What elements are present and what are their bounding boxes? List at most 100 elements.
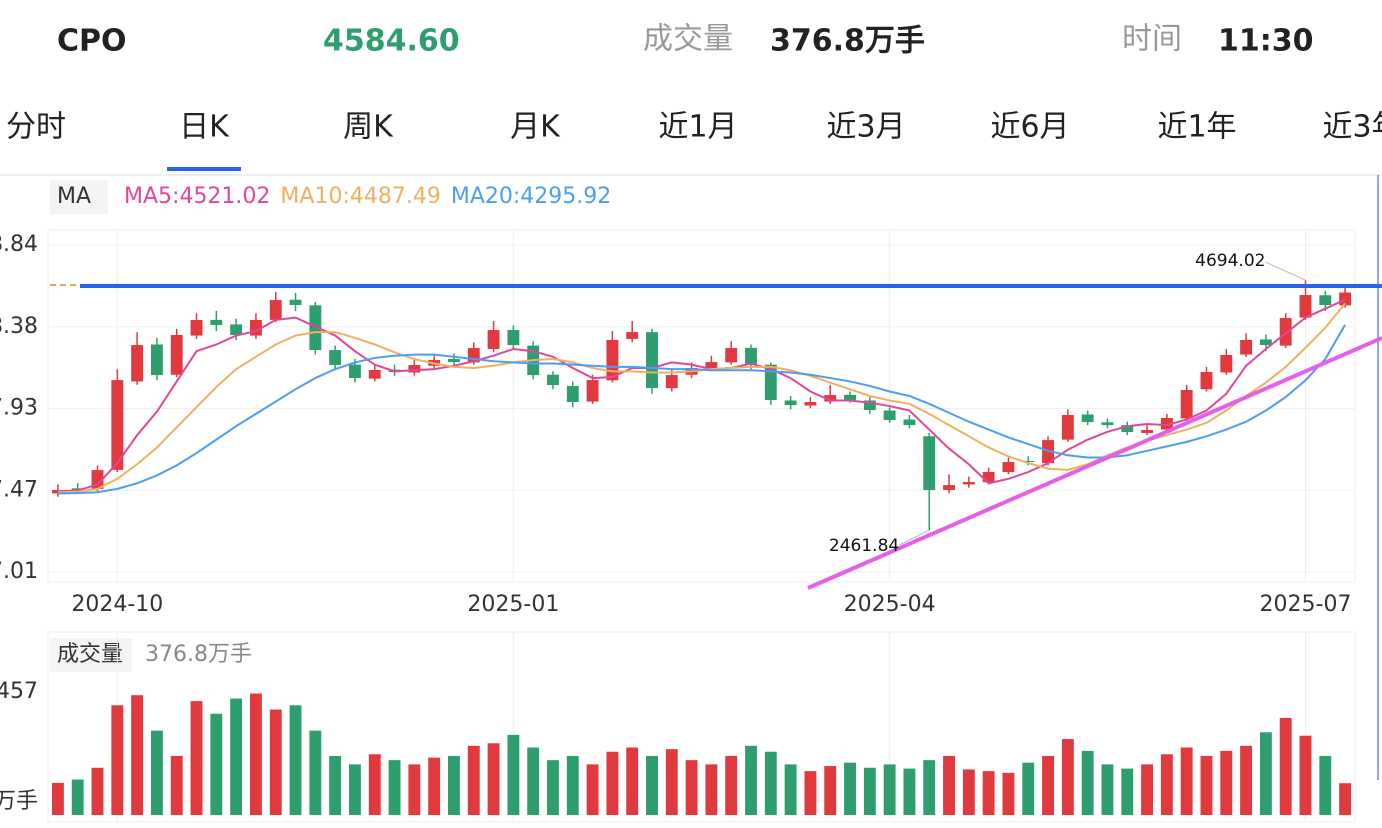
candle-body <box>1101 422 1114 426</box>
volume-bar <box>626 747 639 815</box>
tab[interactable]: 近1月 <box>658 110 737 145</box>
tab[interactable]: 周K <box>343 110 394 145</box>
volume-bar <box>1299 735 1312 815</box>
volume-bar <box>903 768 916 815</box>
candle-body <box>784 400 797 406</box>
volume-bar <box>329 755 342 815</box>
volume-bar <box>527 747 540 815</box>
volume-bar <box>705 764 718 815</box>
candle-body <box>982 471 995 483</box>
legend-title: MA <box>57 184 91 209</box>
candle-body <box>408 364 421 373</box>
volume-tick-label: 1457 <box>0 679 38 704</box>
tab[interactable]: 日K <box>179 110 230 145</box>
legend-box <box>50 180 108 214</box>
volume-bar <box>408 764 421 815</box>
volume-bar <box>1279 717 1292 815</box>
x-tick-label: 2025-04 <box>844 592 936 617</box>
volume-bar <box>863 767 876 815</box>
candle-body <box>824 395 837 402</box>
volume-bar <box>1022 762 1035 815</box>
volume-bar <box>1141 764 1154 815</box>
candle-body <box>131 345 144 382</box>
y-tick-label: 2087.01 <box>0 559 38 584</box>
volume-bar <box>1240 745 1253 815</box>
ma-line <box>57 324 1346 495</box>
volume-bar <box>1180 747 1193 815</box>
trend-line <box>807 336 1382 590</box>
tab[interactable]: 近1年 <box>1157 110 1236 145</box>
candle-body <box>646 332 658 389</box>
candle-body <box>863 400 876 411</box>
candle-body <box>1299 295 1312 318</box>
candle-body <box>804 402 817 406</box>
candle-body <box>1279 318 1292 346</box>
x-tick-label: 2024-10 <box>71 592 163 617</box>
volume-unit: 万手 <box>0 789 38 814</box>
candle-body <box>1319 295 1332 305</box>
volume-bar <box>467 745 480 815</box>
candle-body <box>249 319 262 336</box>
candle-body <box>1121 425 1134 433</box>
candle-body <box>883 410 896 421</box>
volume-bar <box>566 755 579 815</box>
volume-title-box <box>50 638 132 672</box>
candle-body <box>566 385 579 403</box>
volume-bar <box>428 757 441 815</box>
candle-body <box>1160 418 1173 430</box>
y-tick-label: 2817.47 <box>0 477 38 502</box>
volume-bar <box>1160 754 1173 815</box>
volume-bar <box>962 769 975 815</box>
volume-title: 成交量 <box>57 642 123 667</box>
volume-bar <box>111 705 124 815</box>
candle-body <box>1022 460 1035 463</box>
volume-bar <box>665 749 678 815</box>
volume-bar <box>844 762 856 815</box>
x-tick-label: 2025-01 <box>467 592 559 617</box>
candle-body <box>91 470 104 489</box>
candle-body <box>289 299 302 305</box>
annotation-leader <box>899 529 930 546</box>
candle-body <box>1259 339 1272 346</box>
candle-body <box>1200 372 1213 390</box>
volume-bar <box>1002 772 1015 815</box>
tab[interactable]: 月K <box>510 110 561 145</box>
tab[interactable]: 近6月 <box>990 110 1069 145</box>
volume-bar <box>1081 750 1094 815</box>
volume-bar <box>646 755 658 815</box>
volume-bar <box>91 767 104 815</box>
volume-bar <box>883 764 896 815</box>
candle-body <box>923 436 936 490</box>
candle-body <box>329 350 342 365</box>
y-tick-label: 5008.84 <box>0 232 38 257</box>
volume-bar <box>1200 755 1213 815</box>
candle-body <box>190 319 203 336</box>
candle-body <box>1081 414 1094 423</box>
volume-bar <box>824 766 837 815</box>
candle-body <box>844 394 856 401</box>
candle-body <box>547 374 559 386</box>
tab[interactable]: 分时 <box>6 110 66 145</box>
time-label: 时间 <box>1122 22 1182 57</box>
tab-underline <box>167 167 241 171</box>
y-tick-label: 4278.38 <box>0 314 38 339</box>
candle-body <box>626 332 639 339</box>
tab[interactable]: 近3年 <box>1322 110 1382 145</box>
tab[interactable]: 近3月 <box>826 110 905 145</box>
candle-body <box>368 370 381 379</box>
volume-bar <box>368 754 381 815</box>
volume-bar <box>982 771 995 815</box>
candle-body <box>111 380 124 470</box>
symbol: CPO <box>57 24 127 59</box>
volume-bar <box>1259 732 1272 815</box>
candle-body <box>962 482 975 485</box>
candle-body <box>71 488 84 490</box>
volume-bar <box>804 771 817 815</box>
candle-body <box>1240 340 1253 355</box>
volume-bar <box>1220 750 1233 815</box>
candle-body <box>487 330 500 349</box>
volume-frame <box>47 631 1356 823</box>
volume-bar <box>51 782 64 815</box>
candle-body <box>943 485 955 490</box>
